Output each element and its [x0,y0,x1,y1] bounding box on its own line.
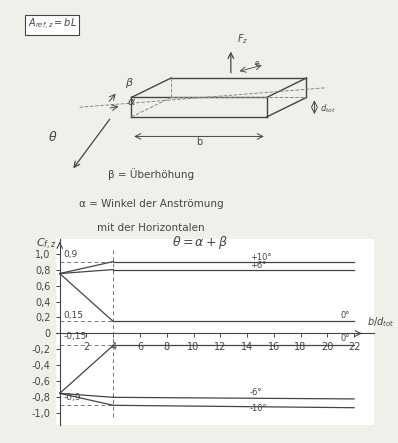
Text: mit der Horizontalen: mit der Horizontalen [98,223,205,233]
Text: $\theta$: $\theta$ [48,130,57,144]
Text: $\beta$: $\beta$ [125,77,134,90]
Text: α = Winkel der Anströmung: α = Winkel der Anströmung [79,199,224,209]
Text: $\theta=\alpha+\beta$: $\theta=\alpha+\beta$ [172,233,228,251]
Text: 0,15: 0,15 [63,311,83,320]
Text: $\alpha$: $\alpha$ [127,97,137,107]
Text: $b/d_{tot}$: $b/d_{tot}$ [367,316,395,330]
Text: $d_{tot}$: $d_{tot}$ [320,102,336,115]
Text: β = Überhöhung: β = Überhöhung [108,168,194,180]
Text: -10°: -10° [250,404,267,412]
Text: -0,15: -0,15 [63,332,86,342]
Text: +10°: +10° [250,253,271,262]
Text: $A_{ref,z}=bL$: $A_{ref,z}=bL$ [28,17,77,32]
Text: 0°: 0° [341,334,350,342]
Text: -6°: -6° [250,389,262,397]
Text: $C_{f,z}$: $C_{f,z}$ [36,237,57,252]
Text: b: b [196,137,202,147]
Text: 0,9: 0,9 [63,250,77,259]
Text: +6°: +6° [250,261,266,270]
Text: $F_z$: $F_z$ [237,32,248,47]
Text: -0,9: -0,9 [63,393,80,402]
Text: e: e [255,59,259,68]
Text: 0°: 0° [341,311,350,320]
